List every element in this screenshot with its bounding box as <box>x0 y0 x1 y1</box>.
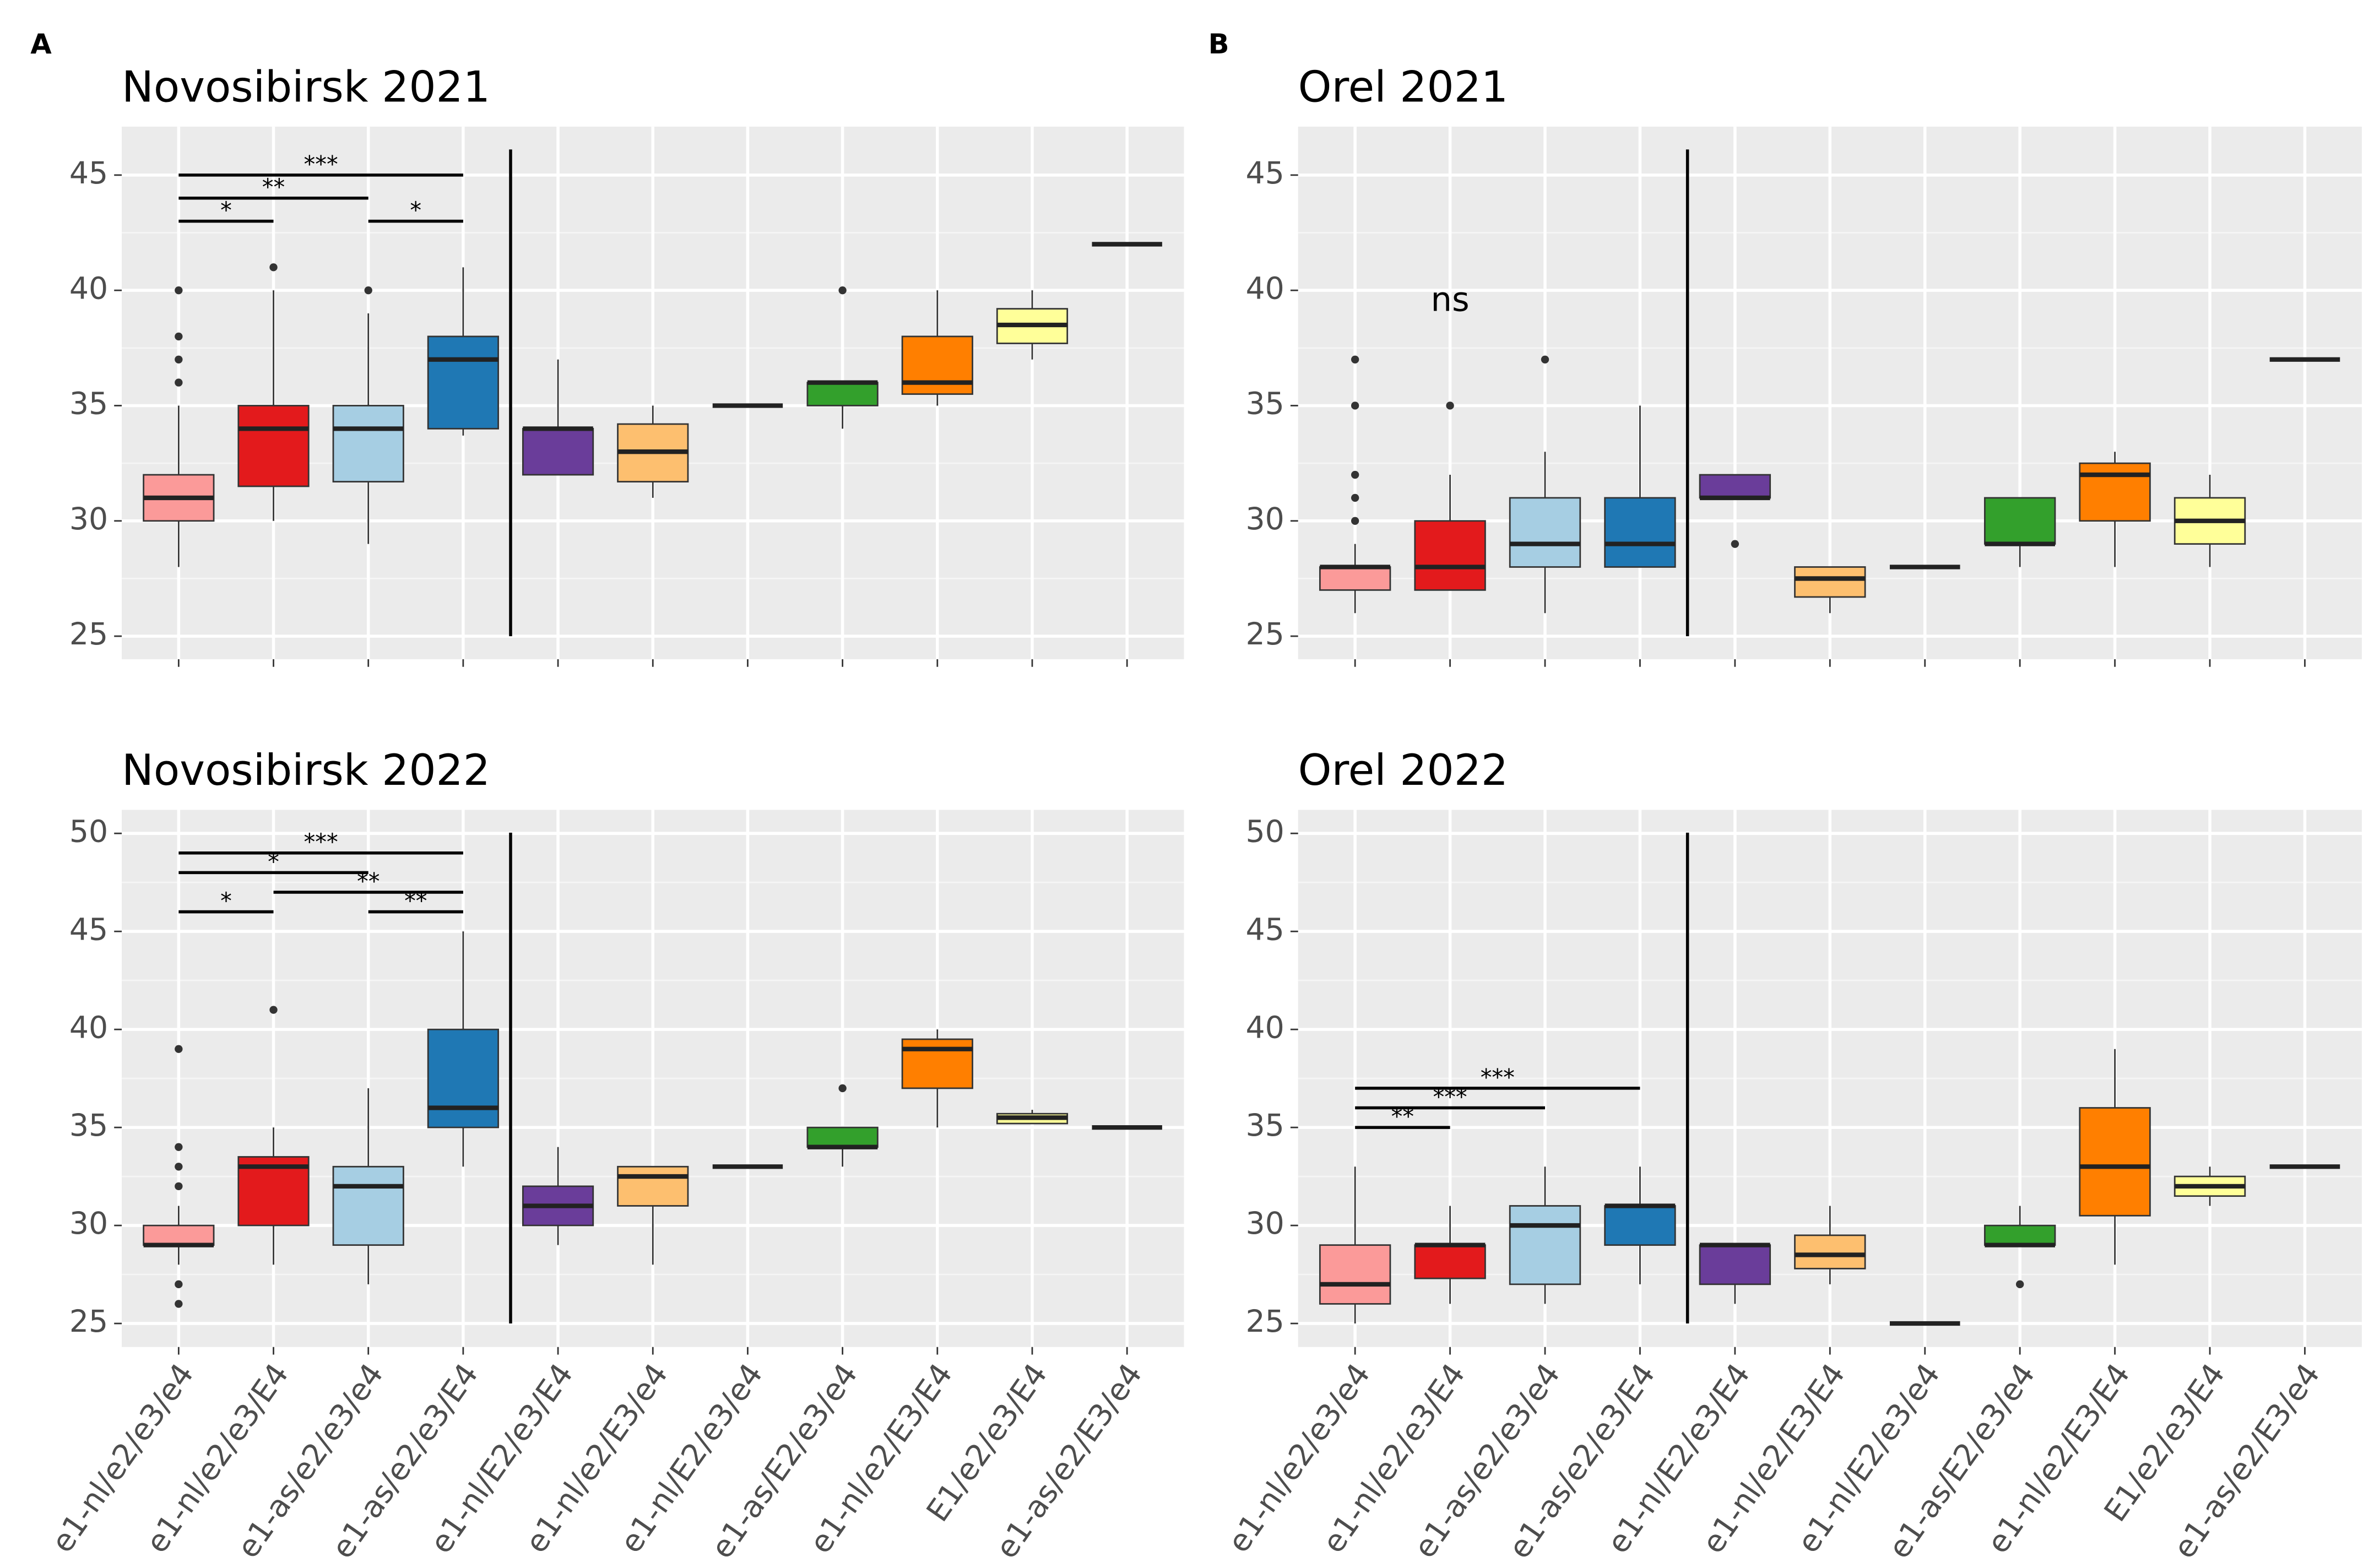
panel-label: B <box>1208 28 1229 60</box>
outlier <box>1351 517 1359 525</box>
box <box>901 335 973 395</box>
y-tick-label: 40 <box>69 271 108 306</box>
y-tick-label: 30 <box>1246 1206 1284 1241</box>
outlier <box>175 332 183 341</box>
y-tick-label: 25 <box>1246 1304 1284 1339</box>
box <box>806 1126 879 1148</box>
significance-label: * <box>220 888 232 914</box>
box <box>1509 1205 1581 1285</box>
outlier <box>1351 355 1359 363</box>
outlier <box>2015 1280 2024 1289</box>
y-tick-label: 45 <box>69 912 108 947</box>
significance-label: *** <box>304 151 338 177</box>
box <box>1983 1224 2056 1246</box>
box <box>1699 1244 1771 1285</box>
outlier <box>1446 402 1454 410</box>
outlier <box>838 286 847 295</box>
significance-label: *** <box>304 829 338 855</box>
y-tick-label: 30 <box>69 1206 108 1241</box>
y-tick-label: 35 <box>69 1108 108 1143</box>
box <box>1983 497 2056 545</box>
annotation: ns <box>1430 281 1469 319</box>
outlier <box>175 1182 183 1191</box>
outlier <box>175 286 183 295</box>
significance-label: * <box>220 197 232 224</box>
outlier <box>1541 355 1549 363</box>
y-tick-label: 25 <box>1246 617 1284 652</box>
outlier <box>175 378 183 387</box>
y-tick-label: 35 <box>1246 1108 1284 1143</box>
chart-title: Orel 2021 <box>1298 63 1508 112</box>
box <box>237 405 310 487</box>
y-tick-label: 45 <box>1246 912 1284 947</box>
significance-label: ** <box>262 174 285 200</box>
box <box>617 1165 689 1207</box>
y-tick-label: 45 <box>69 156 108 191</box>
outlier <box>269 263 278 272</box>
significance-label: *** <box>1481 1064 1515 1090</box>
outlier <box>175 1143 183 1151</box>
y-tick-label: 30 <box>69 502 108 537</box>
box <box>1604 497 1676 568</box>
box <box>1604 1205 1676 1246</box>
box <box>1699 474 1771 499</box>
outlier <box>364 286 372 295</box>
outlier <box>1731 540 1739 548</box>
box <box>1319 1244 1391 1305</box>
outlier <box>1351 402 1359 410</box>
outlier <box>175 1163 183 1171</box>
box <box>806 382 879 406</box>
outlier <box>269 1006 278 1014</box>
y-tick-label: 25 <box>69 617 108 652</box>
y-tick-label: 40 <box>1246 271 1284 306</box>
y-tick-label: 45 <box>1246 156 1284 191</box>
y-tick-label: 35 <box>69 387 108 422</box>
significance-label: * <box>268 849 279 875</box>
significance-label: ** <box>404 888 427 914</box>
chart-title: Novosibirsk 2022 <box>122 746 490 795</box>
y-tick-label: 35 <box>1246 387 1284 422</box>
chart-title: Orel 2022 <box>1298 746 1508 795</box>
outlier <box>175 1045 183 1053</box>
significance-label: * <box>410 197 421 224</box>
box <box>2079 462 2151 522</box>
box <box>1794 566 1866 598</box>
significance-label: ** <box>357 868 380 894</box>
box <box>332 405 404 483</box>
box <box>1414 1244 1486 1279</box>
outlier <box>175 1280 183 1289</box>
y-tick-label: 30 <box>1246 502 1284 537</box>
y-tick-label: 25 <box>69 1304 108 1339</box>
box <box>427 1028 499 1128</box>
box <box>427 335 499 430</box>
box <box>522 427 594 476</box>
box <box>1414 520 1486 591</box>
y-tick-label: 40 <box>69 1010 108 1045</box>
outlier <box>1351 470 1359 479</box>
box <box>2079 1107 2151 1217</box>
outlier <box>175 1300 183 1308</box>
box <box>143 1224 215 1246</box>
box <box>1319 566 1391 591</box>
outlier <box>1351 493 1359 502</box>
outlier <box>838 1084 847 1093</box>
panel-label: A <box>30 28 52 60</box>
chart-title: Novosibirsk 2021 <box>122 63 490 112</box>
box <box>901 1038 973 1089</box>
y-tick-label: 40 <box>1246 1010 1284 1045</box>
box <box>332 1165 404 1246</box>
box <box>1509 497 1581 568</box>
outlier <box>175 355 183 363</box>
y-tick-label: 50 <box>69 814 108 849</box>
box <box>1794 1234 1866 1269</box>
y-tick-label: 50 <box>1246 814 1284 849</box>
